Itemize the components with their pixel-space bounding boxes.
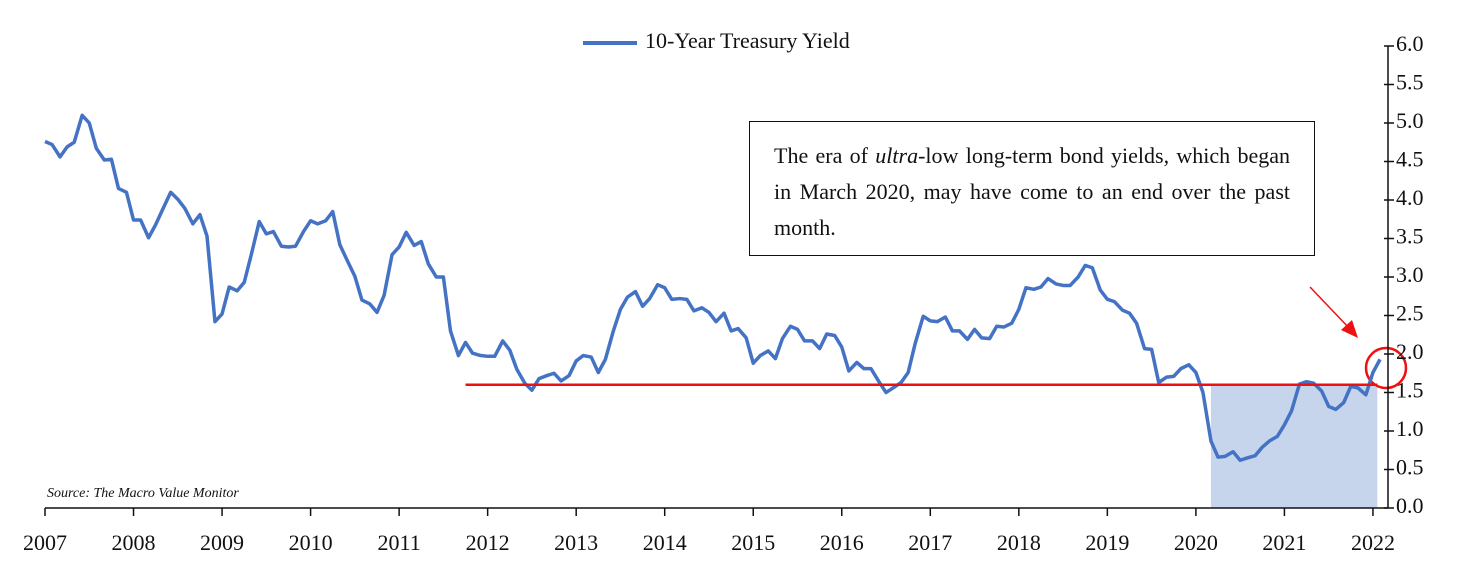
x-tick-label: 2017: [908, 530, 952, 555]
arrow-head: [1341, 320, 1358, 338]
y-tick-label: 3.5: [1396, 224, 1424, 249]
y-tick-label: 5.0: [1396, 108, 1424, 133]
annotation-text: The era of: [774, 143, 876, 168]
x-tick-label: 2019: [1085, 530, 1129, 555]
source: Source: The Macro Value Monitor: [47, 486, 239, 501]
x-tick-label: 2012: [466, 530, 510, 555]
x-tick-label: 2008: [112, 530, 156, 555]
x-tick-label: 2016: [820, 530, 864, 555]
highlight-circle: [1364, 346, 1408, 390]
annotation-emphasis: ultra: [875, 143, 919, 168]
x-tick-label: 2014: [643, 530, 687, 555]
x-tick-label: 2011: [378, 530, 421, 555]
y-tick-label: 1.5: [1396, 378, 1424, 403]
annotation-text: -low long-term bond yields, which began …: [774, 143, 1290, 240]
x-tick-label: 2013: [554, 530, 598, 555]
x-tick-label: 2007: [23, 530, 67, 555]
legend-label: 10-Year Treasury Yield: [645, 28, 850, 53]
arrow-line: [1309, 286, 1351, 330]
y-tick-label: 0.0: [1396, 493, 1424, 518]
y-tick-label: 2.0: [1396, 339, 1424, 364]
x-tick-label: 2015: [731, 530, 775, 555]
y-tick-label: 0.5: [1396, 455, 1424, 480]
x-tick-label: 2020: [1174, 530, 1218, 555]
x-tick-label: 2018: [997, 530, 1041, 555]
x-tick-label: 2010: [289, 530, 333, 555]
x-tick-label: 2021: [1262, 530, 1306, 555]
y-tick-label: 5.5: [1396, 70, 1424, 95]
y-tick-label: 1.0: [1396, 416, 1424, 441]
y-tick-label: 4.5: [1396, 147, 1424, 172]
series-line: [44, 113, 1382, 463]
y-tick-label: 6.0: [1396, 31, 1424, 56]
x-tick-label: 2022: [1351, 530, 1395, 555]
y-tick-label: 2.5: [1396, 301, 1424, 326]
annotation: The era of ultra-low long-term bond yiel…: [749, 121, 1315, 256]
y-tick-label: 4.0: [1396, 185, 1424, 210]
x-tick-label: 2009: [200, 530, 244, 555]
y-tick-label: 3.0: [1396, 262, 1424, 287]
